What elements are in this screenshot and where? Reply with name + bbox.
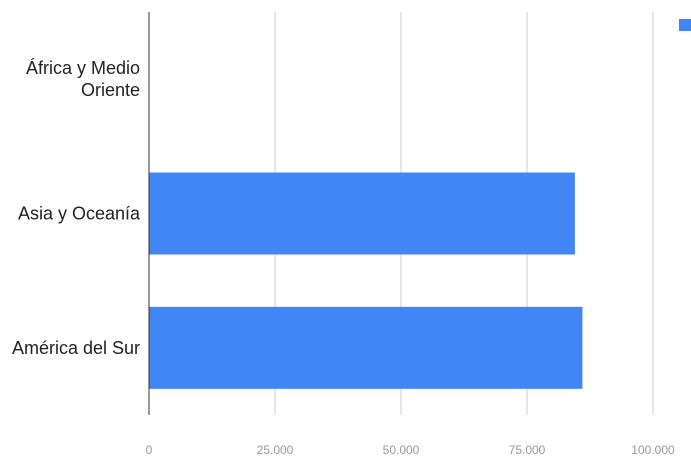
x-tick-labels: 0 25.000 50.000 75.000 100.000 (146, 443, 675, 457)
category-label: América del Sur (12, 338, 140, 358)
bars (149, 172, 583, 389)
x-tick-label: 50.000 (383, 443, 420, 457)
category-label: Asia y Oceanía (18, 204, 141, 224)
category-label: África y Medio (26, 58, 140, 78)
bar (149, 306, 583, 389)
bar (149, 172, 575, 255)
x-tick-label: 0 (146, 443, 153, 457)
x-tick-label: 25.000 (257, 443, 294, 457)
x-tick-label: 100.000 (631, 443, 675, 457)
category-label: Oriente (81, 80, 140, 100)
legend-swatch (679, 19, 691, 31)
x-tick-label: 75.000 (509, 443, 546, 457)
